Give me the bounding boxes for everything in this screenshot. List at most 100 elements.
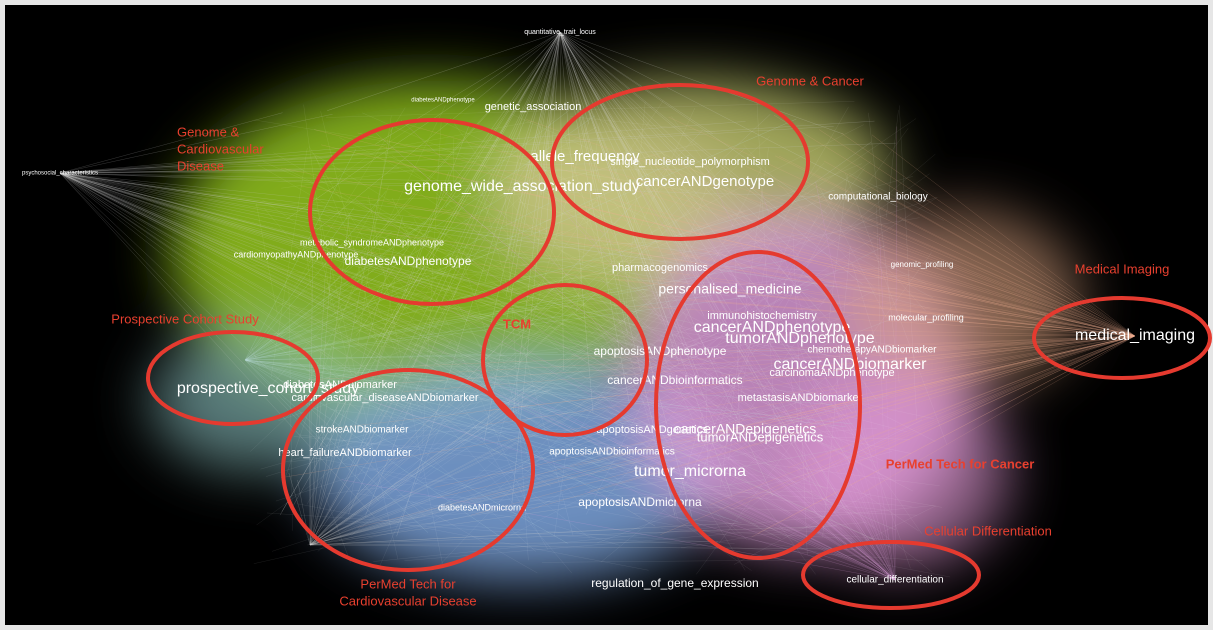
- edge: [559, 31, 749, 349]
- edge: [837, 361, 911, 569]
- edge: [564, 279, 896, 581]
- edge: [589, 217, 896, 581]
- edge: [725, 407, 839, 429]
- edge: [748, 335, 1136, 442]
- edge: [339, 204, 376, 268]
- edge: [244, 320, 360, 361]
- edge: [719, 335, 1136, 435]
- edge: [811, 193, 1136, 337]
- edge: [815, 181, 896, 581]
- edge: [708, 288, 1136, 337]
- edge: [474, 427, 911, 440]
- edge: [438, 119, 825, 303]
- edge: [365, 31, 561, 516]
- edge: [309, 148, 745, 546]
- edge: [455, 360, 598, 449]
- edge: [244, 359, 633, 396]
- edge: [612, 304, 1136, 337]
- edge: [355, 199, 896, 581]
- edge: [309, 414, 661, 546]
- edge: [59, 172, 830, 357]
- edge: [450, 118, 617, 349]
- edge: [59, 126, 834, 174]
- node-label: immunohistochemistry: [707, 310, 817, 322]
- edge: [244, 110, 569, 361]
- edge: [879, 237, 896, 581]
- edge: [318, 212, 399, 560]
- edge: [401, 273, 860, 437]
- edge: [508, 428, 877, 454]
- edge: [262, 161, 839, 421]
- edge: [278, 197, 937, 421]
- edge: [59, 172, 805, 546]
- edge: [273, 364, 782, 370]
- edge: [309, 479, 765, 546]
- edge: [244, 202, 550, 361]
- edge: [578, 209, 1136, 337]
- edge: [244, 261, 380, 361]
- edge: [244, 154, 690, 361]
- edge: [597, 401, 747, 540]
- edge: [530, 311, 896, 581]
- edge: [650, 153, 1136, 337]
- edge: [59, 172, 850, 198]
- edge: [59, 172, 892, 548]
- edge: [412, 342, 770, 515]
- edge: [559, 31, 898, 207]
- edge: [244, 115, 596, 361]
- edge: [280, 167, 1136, 337]
- edge: [816, 467, 896, 581]
- edge: [336, 388, 896, 581]
- edge: [541, 31, 561, 195]
- edge: [309, 442, 668, 546]
- edge: [770, 335, 1136, 401]
- edge: [757, 335, 1136, 534]
- edge: [678, 297, 1136, 337]
- edge: [384, 153, 689, 306]
- edge: [388, 161, 1136, 337]
- edge: [894, 126, 897, 581]
- edge: [610, 173, 930, 403]
- edge: [318, 357, 537, 552]
- edge: [559, 31, 645, 265]
- cluster-label: Cardiovascular Disease: [339, 593, 476, 608]
- edge: [463, 250, 736, 534]
- edge: [899, 105, 917, 421]
- edge: [343, 245, 896, 581]
- edge: [404, 522, 867, 561]
- edge: [845, 173, 948, 445]
- edge: [59, 172, 759, 527]
- cluster-label: Disease: [177, 158, 224, 173]
- edge: [456, 242, 492, 349]
- edge: [713, 493, 889, 511]
- edge: [559, 31, 673, 174]
- edge: [59, 172, 698, 451]
- node-label: apoptosisANDgenetics: [596, 424, 708, 436]
- edge: [309, 336, 736, 546]
- edge: [518, 256, 829, 272]
- edge: [309, 172, 449, 546]
- edge: [734, 317, 901, 347]
- edge: [59, 172, 404, 248]
- edge: [244, 359, 503, 539]
- edge: [309, 349, 593, 546]
- edge: [59, 172, 874, 540]
- edge: [244, 288, 648, 361]
- node-label: cancerANDbioinformatics: [607, 373, 742, 387]
- edge: [257, 164, 641, 386]
- edge: [784, 249, 1136, 337]
- edge: [401, 226, 493, 363]
- edge: [462, 210, 746, 314]
- node-label: genome_wide_association_study: [404, 178, 640, 195]
- edge: [542, 559, 825, 563]
- edge: [773, 114, 1136, 337]
- cluster-label: PerMed Tech for Cancer: [886, 456, 1035, 471]
- edge: [281, 31, 561, 512]
- edge: [59, 169, 303, 174]
- edge: [317, 265, 678, 552]
- edge: [59, 172, 426, 289]
- edge: [821, 228, 1136, 337]
- edge: [778, 155, 1136, 337]
- edge: [375, 252, 580, 503]
- edge: [309, 178, 672, 546]
